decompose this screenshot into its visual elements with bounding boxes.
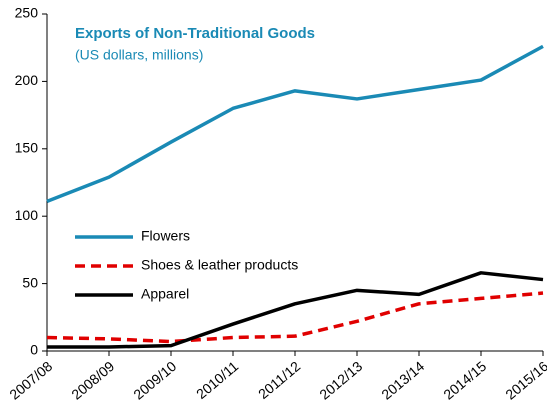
x-tick-label: 2007/08 [6, 358, 55, 403]
y-tick-label: 150 [15, 140, 39, 156]
legend-label: Apparel [141, 286, 189, 302]
x-tick-label: 2008/09 [68, 358, 117, 403]
x-tick-label: 2014/15 [440, 358, 489, 403]
legend-label: Flowers [141, 228, 190, 244]
y-tick-label: 0 [30, 342, 38, 358]
line-series [46, 291, 544, 344]
x-tick-label: 2010/11 [193, 358, 241, 402]
chart-title: Exports of Non-Traditional Goods [75, 25, 315, 42]
line-series [46, 44, 544, 204]
legend-label: Shoes & leather products [141, 257, 298, 273]
line-series [47, 271, 544, 349]
x-tick-label: 2015/16 [502, 358, 547, 403]
y-tick-label: 100 [15, 207, 39, 223]
y-tick-label: 50 [22, 274, 38, 290]
y-tick-label: 200 [15, 72, 39, 88]
chart-subtitle: (US dollars, millions) [75, 47, 203, 63]
x-tick-label: 2013/14 [378, 358, 427, 403]
x-tick-label: 2012/13 [316, 358, 365, 403]
y-tick-label: 250 [15, 5, 39, 21]
x-tick-label: 2011/12 [255, 358, 303, 402]
x-tick-label: 2009/10 [130, 358, 179, 403]
